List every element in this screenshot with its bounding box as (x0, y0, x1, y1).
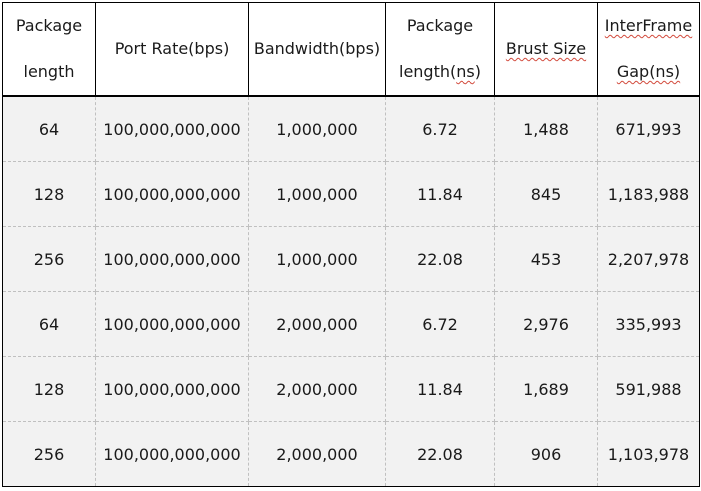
cell-interframe-gap: 335,993 (597, 291, 700, 357)
cell-port-rate: 100,000,000,000 (95, 356, 249, 422)
table-row: 256 100,000,000,000 1,000,000 22.08 453 2,207… (2, 226, 700, 292)
header-line: InterFrame (604, 16, 693, 35)
header-line: Port Rate(bps) (114, 39, 230, 58)
cell-package-length: 64 (2, 95, 96, 162)
header-line: Brust Size (505, 39, 587, 58)
cell-brust-size: 906 (494, 421, 598, 487)
cell-package-length: 256 (2, 226, 96, 292)
cell-bandwidth: 2,000,000 (248, 356, 386, 422)
header-brust-size: Brust Size (494, 2, 598, 97)
cell-brust-size: 1,488 (494, 95, 598, 162)
cell-bandwidth: 1,000,000 (248, 161, 386, 227)
cell-interframe-gap: 1,183,988 (597, 161, 700, 227)
cell-package-length-ns: 22.08 (385, 421, 495, 487)
cell-interframe-gap: 1,103,978 (597, 421, 700, 487)
cell-package-length: 64 (2, 291, 96, 357)
cell-bandwidth: 1,000,000 (248, 95, 386, 162)
cell-package-length: 256 (2, 421, 96, 487)
cell-brust-size: 2,976 (494, 291, 598, 357)
header-text-part: ) (474, 62, 481, 81)
cell-brust-size: 1,689 (494, 356, 598, 422)
cell-interframe-gap: 591,988 (597, 356, 700, 422)
header-text-part: length( (399, 62, 457, 81)
cell-brust-size: 453 (494, 226, 598, 292)
cell-interframe-gap: 671,993 (597, 95, 700, 162)
header-line: Package (406, 16, 474, 35)
cell-port-rate: 100,000,000,000 (95, 95, 249, 162)
table-row: 64 100,000,000,000 1,000,000 6.72 1,488 671,9… (2, 95, 700, 162)
header-line: length(ns) (388, 49, 492, 95)
header-bandwidth: Bandwidth(bps) (248, 2, 386, 97)
header-port-rate: Port Rate(bps) (95, 2, 249, 97)
table-row: 128 100,000,000,000 2,000,000 11.84 1,689 591… (2, 356, 700, 422)
cell-package-length-ns: 11.84 (385, 161, 495, 227)
cell-brust-size: 845 (494, 161, 598, 227)
cell-package-length-ns: 22.08 (385, 226, 495, 292)
table-row: 256 100,000,000,000 2,000,000 22.08 906 1,103… (2, 421, 700, 487)
header-line: Package (15, 16, 83, 35)
cell-bandwidth: 1,000,000 (248, 226, 386, 292)
cell-package-length-ns: 11.84 (385, 356, 495, 422)
cell-package-length-ns: 6.72 (385, 95, 495, 162)
header-package-length: Package length (2, 2, 96, 97)
cell-port-rate: 100,000,000,000 (95, 226, 249, 292)
cell-port-rate: 100,000,000,000 (95, 421, 249, 487)
header-line: Bandwidth(bps) (253, 39, 381, 58)
header-row: Package length Port Rate(bps) Bandwidth(… (2, 2, 700, 97)
header-text-part: ns (456, 62, 475, 81)
table-body: 64 100,000,000,000 1,000,000 6.72 1,488 671,9… (2, 95, 700, 487)
table-row: 64 100,000,000,000 2,000,000 6.72 2,976 335,9… (2, 291, 700, 357)
header-line: length (23, 62, 75, 81)
table-row: 128 100,000,000,000 1,000,000 11.84 845 1,183… (2, 161, 700, 227)
cell-interframe-gap: 2,207,978 (597, 226, 700, 292)
cell-port-rate: 100,000,000,000 (95, 291, 249, 357)
header-line-part: length(ns) (399, 62, 481, 81)
header-line: Gap(ns) (616, 62, 681, 81)
cell-bandwidth: 2,000,000 (248, 291, 386, 357)
cell-package-length: 128 (2, 161, 96, 227)
header-package-length-ns: Package length(ns) (385, 2, 495, 97)
cell-bandwidth: 2,000,000 (248, 421, 386, 487)
cell-package-length-ns: 6.72 (385, 291, 495, 357)
header-interframe-gap: InterFrame Gap(ns) (597, 2, 700, 97)
cell-package-length: 128 (2, 356, 96, 422)
cell-port-rate: 100,000,000,000 (95, 161, 249, 227)
